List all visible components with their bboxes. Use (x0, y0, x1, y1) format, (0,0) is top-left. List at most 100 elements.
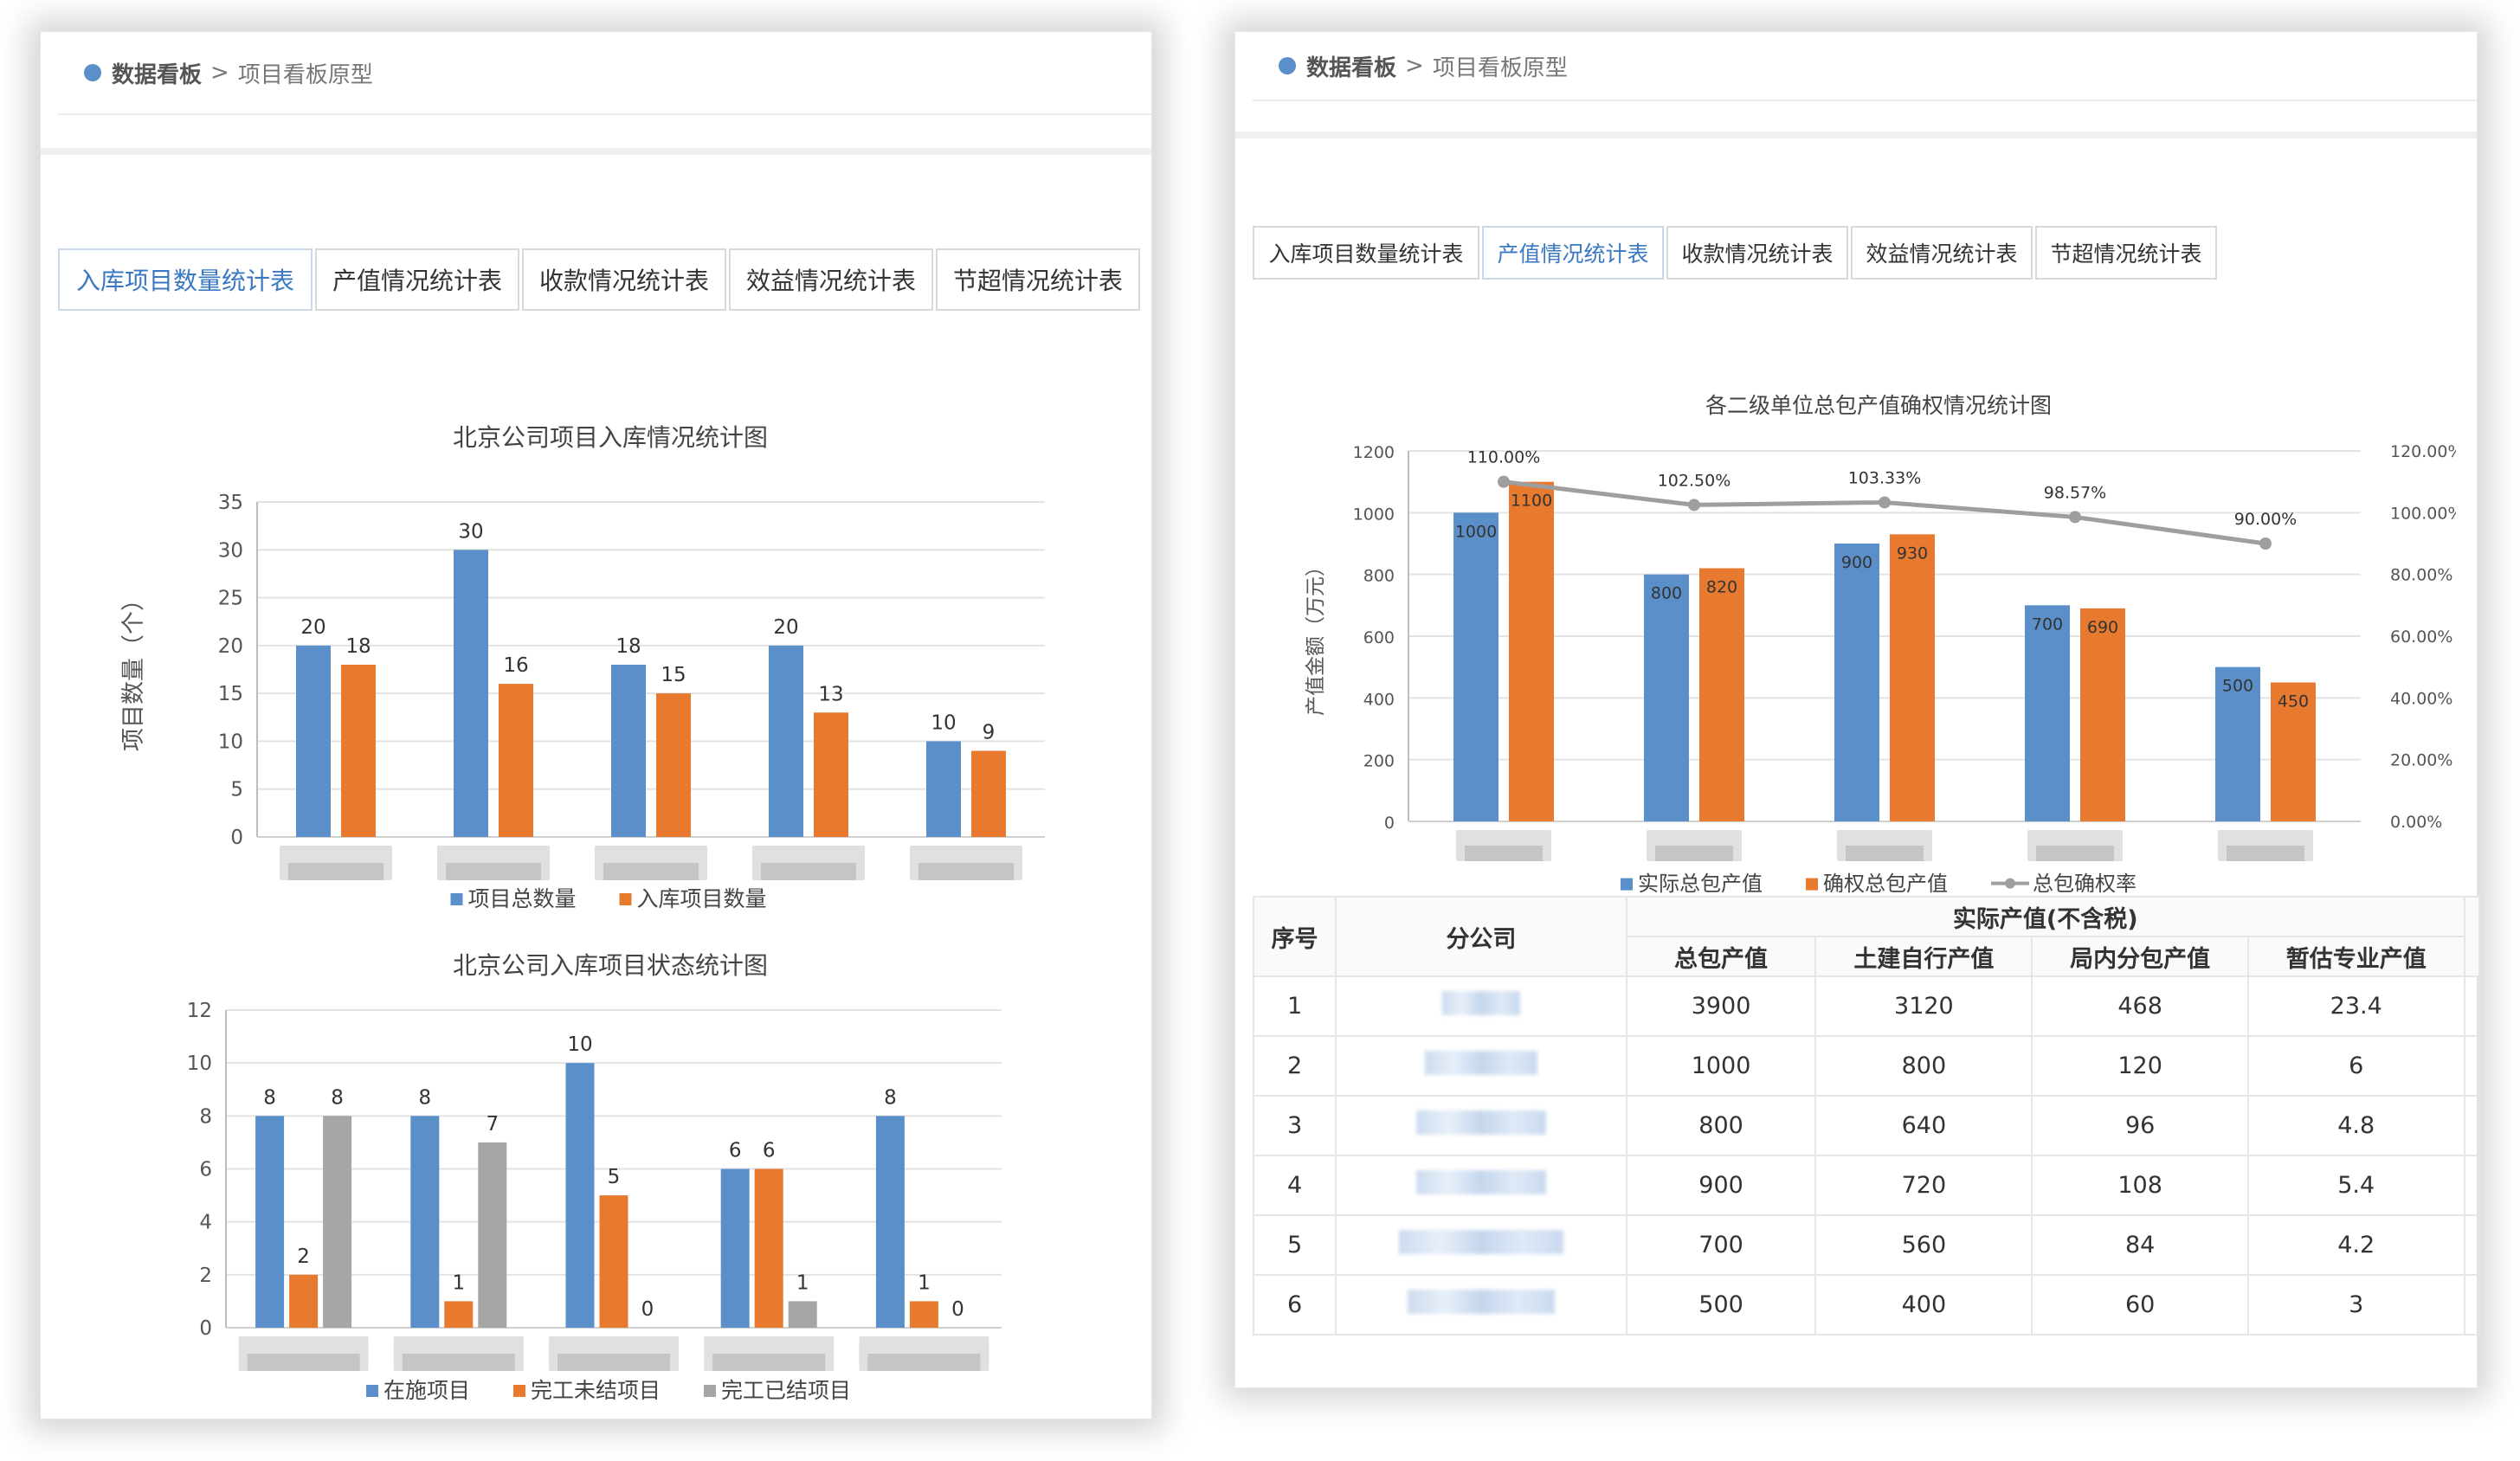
data-label: 900 (1841, 553, 1872, 572)
tab-collection[interactable]: 收款情况统计表 (522, 248, 726, 311)
data-label: 5 (608, 1166, 621, 1188)
table-cell-seq: 2 (1252, 1035, 1337, 1097)
tab-project-count[interactable]: 入库项目数量统计表 (58, 248, 313, 311)
table-cell-value: 23.4 (2246, 975, 2465, 1037)
data-label: 820 (1706, 578, 1737, 597)
bar-1 (454, 550, 488, 837)
tab-saving[interactable]: 节超情况统计表 (936, 248, 1140, 311)
bar-1 (769, 645, 803, 837)
table-row: 6 500 400 60 3 (1252, 1274, 2481, 1335)
y-tick-label: 0 (230, 827, 243, 849)
table-cell-overflow (2463, 1274, 2481, 1335)
table-header-overflow (2463, 896, 2481, 977)
bar-1 (611, 664, 646, 837)
bar-2 (814, 712, 848, 837)
redacted-category-label (918, 863, 1014, 880)
legend-label: 项目总数量 (468, 886, 577, 911)
rate-label: 98.57% (2044, 483, 2106, 502)
rate-label: 110.00% (1467, 448, 1541, 467)
data-label: 10 (931, 711, 956, 734)
bar-1 (1453, 512, 1498, 821)
redacted-category-label (446, 863, 541, 880)
y2-tick-label: 40.00% (2390, 689, 2452, 708)
data-label: 18 (615, 635, 641, 658)
tab-collection[interactable]: 收款情况统计表 (1666, 226, 1848, 280)
data-label: 450 (2278, 692, 2309, 711)
table-cell-value: 60 (2031, 1274, 2249, 1335)
table-header-col: 土建自行产值 (1814, 936, 2033, 977)
breadcrumb-root[interactable]: 数据看板 (1306, 55, 1397, 81)
y-tick-label: 400 (1363, 690, 1395, 709)
tab-benefit[interactable]: 效益情况统计表 (1851, 226, 2033, 280)
y-tick-label: 10 (187, 1052, 212, 1075)
data-label: 8 (884, 1086, 897, 1109)
legend-swatch (513, 1385, 525, 1397)
bar-3 (478, 1142, 507, 1328)
right-tab-bar: 入库项目数量统计表 产值情况统计表 收款情况统计表 效益情况统计表 节超情况统计… (1253, 226, 2220, 280)
table-cell-value: 700 (1625, 1214, 1817, 1276)
rate-point (1688, 499, 1700, 512)
redacted-category-label (761, 863, 856, 880)
y-axis-label: 产值金额（万元） (1305, 557, 1327, 716)
data-label: 690 (2087, 618, 2118, 637)
breadcrumb-separator: > (210, 60, 229, 86)
y2-tick-label: 120.00% (2390, 442, 2456, 461)
y-tick-label: 4 (199, 1212, 212, 1234)
y-tick-label: 1200 (1353, 443, 1395, 462)
data-label: 9 (983, 721, 996, 743)
breadcrumb-root[interactable]: 数据看板 (112, 61, 203, 88)
table-cell-seq: 6 (1252, 1274, 1337, 1335)
bar-2 (341, 664, 376, 837)
table-cell-seq: 5 (1252, 1214, 1337, 1276)
y-tick-label: 5 (230, 779, 243, 801)
tab-output[interactable]: 产值情况统计表 (1482, 226, 1664, 280)
table-cell-value: 560 (1814, 1214, 2033, 1276)
y-tick-label: 12 (187, 1000, 212, 1022)
y-tick-label: 15 (218, 683, 243, 705)
legend-label: 实际总包产值 (1638, 872, 1763, 896)
tab-benefit[interactable]: 效益情况统计表 (729, 248, 933, 311)
y-tick-label: 8 (199, 1105, 212, 1128)
legend-swatch (1806, 878, 1818, 891)
data-label: 1 (918, 1271, 931, 1294)
data-label: 800 (1651, 584, 1682, 603)
redacted-category-label (603, 863, 699, 880)
table-cell-value: 1000 (1625, 1035, 1817, 1097)
data-label: 1000 (1455, 522, 1497, 541)
table-cell-value: 900 (1625, 1155, 1817, 1216)
redacted-category-label (1465, 846, 1543, 861)
y-tick-label: 0 (199, 1317, 212, 1340)
data-label: 16 (503, 654, 528, 677)
table-cell-value: 6 (2246, 1035, 2465, 1097)
tab-project-count[interactable]: 入库项目数量统计表 (1253, 226, 1479, 280)
tab-saving[interactable]: 节超情况统计表 (2035, 226, 2217, 280)
redacted-category-label (2036, 846, 2114, 861)
table-cell-value: 500 (1625, 1274, 1817, 1335)
breadcrumb: 数据看板 > 项目看板原型 (1253, 32, 2477, 101)
tab-output[interactable]: 产值情况统计表 (315, 248, 519, 311)
table-row: 3 800 640 96 4.8 (1252, 1095, 2481, 1156)
data-label: 7 (486, 1113, 499, 1136)
legend-label: 入库项目数量 (637, 886, 767, 911)
data-label: 700 (2032, 615, 2063, 634)
legend-label: 总包确权率 (2033, 872, 2137, 896)
bar-1 (296, 645, 331, 837)
data-label: 2 (297, 1245, 310, 1268)
left-tab-bar: 入库项目数量统计表 产值情况统计表 收款情况统计表 效益情况统计表 节超情况统计… (58, 248, 1143, 311)
redacted-company-name (1407, 1290, 1555, 1314)
bar-1 (1644, 574, 1689, 821)
table-cell-overflow (2463, 1214, 2481, 1276)
y-tick-label: 25 (218, 588, 243, 610)
bar-1 (410, 1116, 440, 1328)
bar-1 (875, 1116, 905, 1328)
legend-swatch (450, 893, 463, 905)
data-label: 8 (418, 1086, 431, 1109)
y2-tick-label: 20.00% (2390, 751, 2452, 770)
bar-1 (2215, 666, 2260, 821)
y2-tick-label: 60.00% (2390, 628, 2452, 647)
breadcrumb: 数据看板 > 项目看板原型 (58, 32, 1151, 115)
redacted-category-label (1655, 846, 1733, 861)
table-cell-value: 84 (2031, 1214, 2249, 1276)
bar-2 (754, 1168, 783, 1328)
